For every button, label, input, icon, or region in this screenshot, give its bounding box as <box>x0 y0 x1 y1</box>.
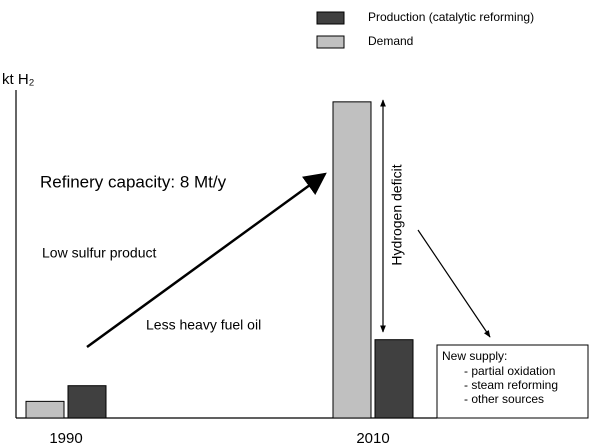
legend-label: Production (catalytic reforming) <box>368 10 534 24</box>
legend-swatch <box>316 11 345 25</box>
bar <box>332 101 372 419</box>
note-text: - steam reforming <box>464 378 558 392</box>
note-text: - partial oxidation <box>464 364 555 378</box>
y-axis-label: kt H₂ <box>2 71 35 88</box>
annotation: Less heavy fuel oil <box>146 317 261 333</box>
bar <box>374 339 414 419</box>
x-tick-label: 2010 <box>356 430 389 447</box>
note-box <box>436 344 589 419</box>
trend-arrow <box>86 172 327 349</box>
annotation: Low sulfur product <box>42 245 157 261</box>
annotation: Refinery capacity: 8 Mt/y <box>40 172 227 191</box>
annotation: Hydrogen deficit <box>389 164 405 265</box>
note-text: New supply: <box>442 349 507 363</box>
legend-swatch <box>316 35 345 49</box>
bar <box>25 400 65 419</box>
note-text: - other sources <box>464 392 544 406</box>
legend-label: Demand <box>368 34 413 48</box>
pointer-arrow <box>417 229 491 338</box>
bar <box>67 385 107 419</box>
x-tick-label: 1990 <box>49 430 82 447</box>
